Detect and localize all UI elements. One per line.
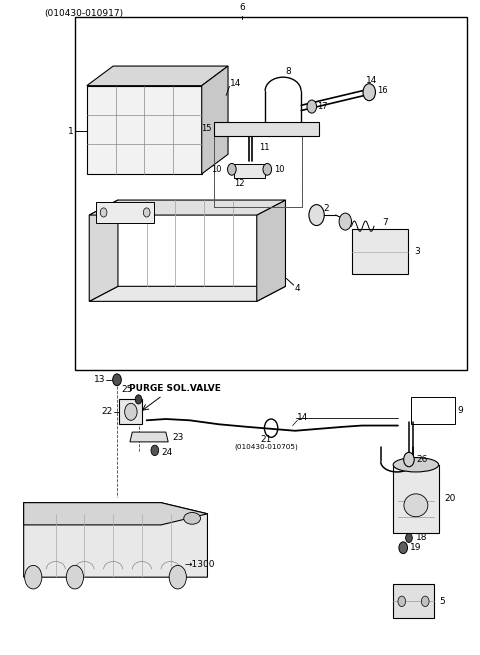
Polygon shape	[202, 66, 228, 174]
Text: 14: 14	[298, 413, 309, 422]
Text: 11: 11	[259, 143, 270, 152]
Bar	[214, 122, 319, 136]
Polygon shape	[130, 432, 168, 442]
Ellipse shape	[404, 494, 428, 517]
Text: 25: 25	[121, 385, 132, 394]
Text: 5: 5	[440, 597, 445, 606]
Circle shape	[399, 542, 408, 553]
Bar	[411, 397, 456, 424]
Circle shape	[363, 84, 375, 101]
Polygon shape	[257, 200, 286, 301]
Text: 6: 6	[240, 3, 245, 12]
Polygon shape	[24, 502, 207, 525]
Bar	[393, 465, 439, 533]
Circle shape	[339, 213, 351, 230]
Text: 26: 26	[416, 455, 428, 464]
Text: 15: 15	[201, 124, 211, 134]
Text: 10: 10	[211, 165, 222, 174]
Polygon shape	[24, 502, 207, 577]
Bar	[352, 229, 408, 274]
Circle shape	[398, 596, 406, 607]
Text: 13: 13	[94, 375, 105, 384]
Text: 21: 21	[261, 436, 272, 445]
Ellipse shape	[393, 458, 439, 472]
Text: 3: 3	[415, 247, 420, 256]
Circle shape	[144, 208, 150, 217]
Bar	[75, 17, 468, 370]
Text: 14: 14	[366, 76, 377, 85]
Text: PURGE SOL.VALVE: PURGE SOL.VALVE	[130, 384, 221, 393]
Text: 2: 2	[324, 204, 329, 213]
Text: 24: 24	[161, 449, 172, 457]
Text: 10: 10	[275, 165, 285, 174]
Circle shape	[24, 565, 42, 589]
Bar	[120, 400, 143, 424]
Bar	[214, 132, 302, 206]
Ellipse shape	[184, 512, 201, 524]
Circle shape	[135, 395, 142, 404]
Text: 20: 20	[444, 495, 456, 503]
Polygon shape	[87, 66, 228, 86]
Circle shape	[113, 374, 121, 386]
Bar	[234, 164, 265, 178]
Circle shape	[406, 533, 412, 542]
Circle shape	[125, 403, 137, 421]
Circle shape	[169, 565, 186, 589]
Text: 17: 17	[318, 102, 328, 111]
Text: 12: 12	[234, 179, 244, 188]
Text: 9: 9	[458, 406, 464, 415]
Circle shape	[307, 100, 317, 113]
Circle shape	[263, 164, 272, 175]
Bar	[96, 202, 154, 223]
Circle shape	[421, 596, 429, 607]
Circle shape	[404, 453, 414, 467]
Text: 22: 22	[101, 407, 113, 417]
Bar	[214, 132, 302, 206]
Bar	[87, 86, 202, 174]
Text: 1: 1	[68, 127, 73, 136]
Polygon shape	[89, 200, 286, 215]
Text: 16: 16	[377, 86, 388, 96]
Polygon shape	[89, 200, 118, 301]
Circle shape	[100, 208, 107, 217]
Text: 18: 18	[416, 533, 427, 542]
Text: 14: 14	[230, 79, 242, 88]
Circle shape	[309, 204, 324, 225]
Text: 19: 19	[410, 543, 421, 552]
Circle shape	[228, 164, 236, 175]
Text: 4: 4	[295, 284, 300, 293]
Circle shape	[66, 565, 84, 589]
Text: (010430-010917): (010430-010917)	[44, 9, 123, 18]
Circle shape	[151, 445, 158, 456]
Text: 8: 8	[285, 67, 291, 76]
Polygon shape	[89, 286, 286, 301]
Text: (010430-010705): (010430-010705)	[234, 443, 298, 450]
Bar	[393, 584, 434, 618]
Text: 23: 23	[172, 433, 183, 442]
Text: 7: 7	[383, 218, 388, 227]
Text: →1300: →1300	[185, 559, 216, 569]
